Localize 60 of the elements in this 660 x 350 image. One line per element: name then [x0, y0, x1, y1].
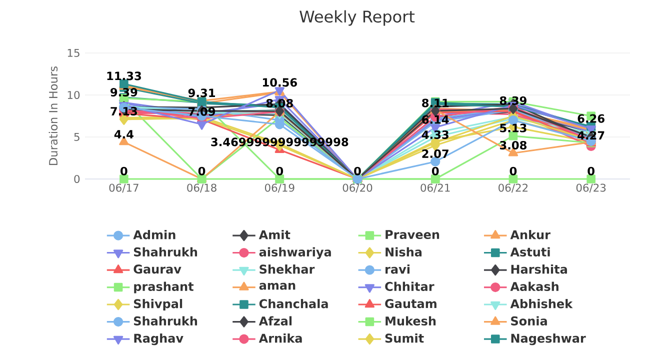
- legend-label: Shahrukh: [134, 316, 198, 326]
- legend-label: ravi: [386, 264, 410, 274]
- legend-label: Aakash: [510, 282, 558, 292]
- legend-label: Chanchala: [259, 299, 328, 308]
- x-tick-label: 06/22: [498, 184, 528, 193]
- data-label: 0: [120, 166, 128, 176]
- legend-label: Nageshwar: [511, 334, 586, 346]
- y-tick-label: 5: [74, 133, 80, 141]
- data-label: 3.08: [500, 141, 527, 150]
- legend-label: Praveen: [386, 230, 440, 240]
- legend-label: Shekhar: [260, 264, 315, 274]
- data-label: 0: [354, 166, 361, 176]
- legend-label: aman: [259, 282, 296, 290]
- y-tick-label: 0: [74, 174, 80, 184]
- x-tick-label: 06/17: [109, 184, 138, 193]
- y-tick-label: 15: [68, 49, 80, 57]
- legend-label: Shahrukh: [134, 247, 198, 257]
- data-label: 5.13: [500, 124, 526, 132]
- data-label: 7.13: [110, 106, 138, 116]
- x-tick-label: 06/19: [264, 184, 294, 193]
- legend-label: Arnika: [258, 334, 302, 343]
- x-tick-label: 06/18: [187, 184, 216, 193]
- x-tick-label: 06/20: [342, 184, 372, 193]
- legend-label: Gautam: [385, 299, 436, 308]
- data-label: 11.33: [107, 72, 141, 80]
- data-label: 0: [588, 166, 594, 176]
- legend-label: Abhishek: [510, 299, 573, 308]
- x-tick-label: 06/21: [420, 184, 450, 193]
- data-label: 0: [198, 166, 206, 176]
- legend-label: Gaurav: [134, 264, 182, 274]
- y-tick-label: 10: [68, 90, 80, 100]
- legend-label: Sumit: [385, 334, 424, 343]
- legend-label: Mukesh: [386, 316, 436, 326]
- y-axis-title: Duration In Hours: [48, 66, 58, 166]
- legend-label: Astuti: [510, 247, 550, 257]
- x-tick-label: 06/23: [576, 184, 606, 193]
- legend-label: Chhitar: [385, 282, 434, 292]
- data-label: 0: [510, 166, 517, 176]
- legend-label: Harshita: [511, 264, 567, 274]
- data-label: 0: [276, 166, 284, 176]
- legend-label: Raghav: [134, 334, 184, 346]
- data-label: 0: [432, 166, 439, 176]
- data-label: 8.39: [500, 96, 526, 105]
- legend-label: Sonia: [511, 316, 547, 326]
- data-label: 4.4: [114, 130, 134, 138]
- legend-label: prashant: [134, 282, 194, 294]
- legend-label: Nisha: [386, 247, 422, 257]
- data-label: 9.39: [110, 88, 138, 97]
- legend-label: Admin: [133, 230, 176, 240]
- data-label: 4.33: [422, 130, 448, 140]
- legend-label: Amit: [258, 230, 290, 240]
- data-label: 2.07: [422, 149, 448, 158]
- legend-label: Afzal: [258, 316, 292, 326]
- legend-label: Shivpal: [134, 299, 182, 311]
- data-label: 6.26: [578, 114, 604, 123]
- chart-title: Weekly Report: [300, 10, 415, 26]
- legend-label: aishwariya: [259, 247, 331, 259]
- data-label: 9.31: [188, 88, 215, 98]
- data-label: 10.56: [262, 78, 297, 87]
- legend-label: Ankur: [510, 230, 550, 240]
